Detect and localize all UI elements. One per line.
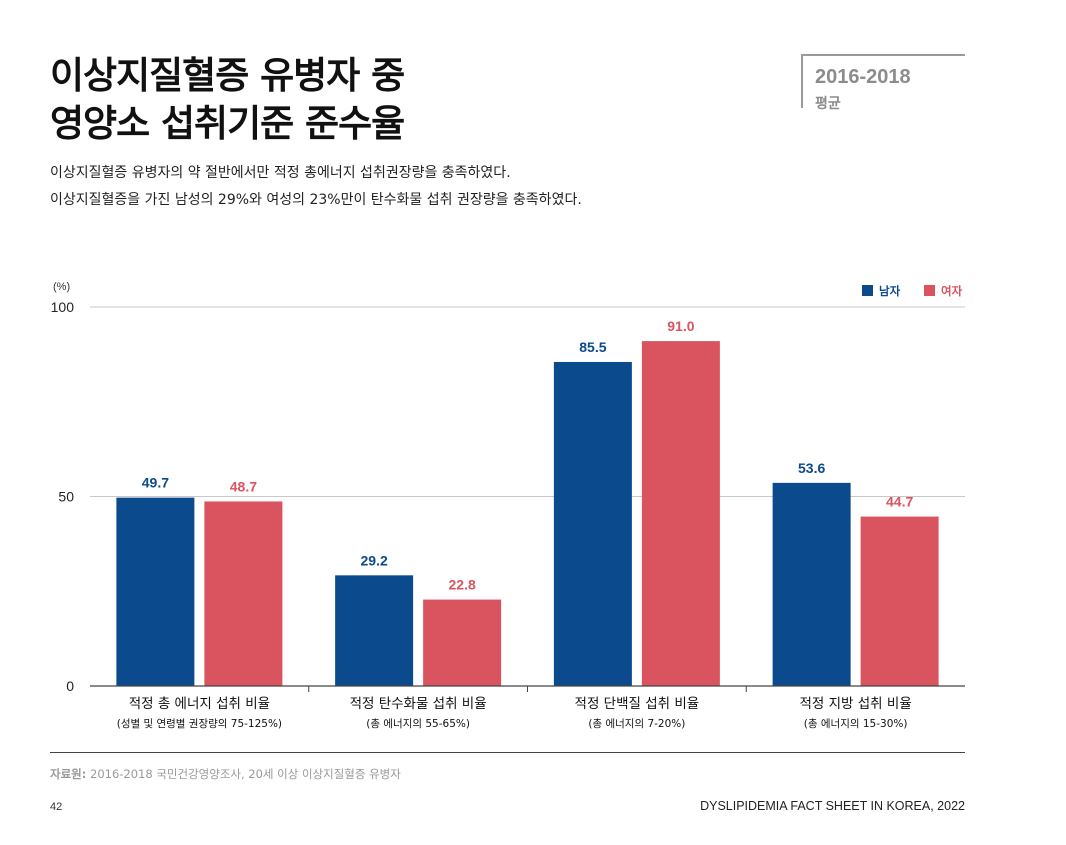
bar-male-2 — [335, 575, 414, 686]
value-label-female-2: 22.8 — [449, 577, 476, 593]
category-label-2: 적정 탄수화물 섭취 비율 — [350, 696, 487, 712]
value-label-male-3: 85.5 — [579, 339, 606, 355]
footer-title: DYSLIPIDEMIA FACT SHEET IN KOREA, 2022 — [700, 799, 965, 813]
period-years: 2016-2018 — [815, 66, 911, 88]
category-note-3: (총 에너지의 7-20%) — [588, 718, 685, 730]
value-label-female-3: 91.0 — [667, 318, 694, 334]
value-label-female-4: 44.7 — [886, 494, 913, 510]
bar-chart: 49.7 48.7 29.2 22.8 85.5 91.0 53.6 44.7 0 50 100 (… — [51, 281, 965, 730]
category-note-4: (총 에너지의 15-30%) — [804, 718, 908, 730]
bar-male-1 — [116, 497, 195, 686]
legend: 남자 여자 — [862, 284, 963, 298]
y-tick-label-100: 100 — [51, 299, 75, 315]
category-label-4: 적정 지방 섭취 비율 — [800, 696, 912, 712]
value-label-male-2: 29.2 — [361, 552, 388, 568]
period-label: 평균 — [815, 96, 841, 112]
bar-male-4 — [772, 482, 851, 686]
legend-swatch-female — [924, 285, 935, 296]
page-title-line-2: 영양소 섭취기준 준수율 — [50, 102, 405, 145]
bars — [116, 341, 939, 686]
footer-rule — [50, 752, 965, 753]
source-text: 2016-2018 국민건강영양조사, 20세 이상 이상지질혈증 유병자 — [86, 767, 401, 781]
legend-swatch-male — [862, 285, 873, 296]
axes: 0 50 100 (%) 적정 총 에너지 섭취 비율 (성별 및 연령별 권장량의 75… — [51, 281, 965, 730]
value-label-male-4: 53.6 — [798, 460, 825, 476]
y-axis-unit: (%) — [53, 281, 70, 293]
bar-female-1 — [204, 501, 283, 686]
value-label-female-1: 48.7 — [230, 478, 257, 494]
category-note-2: (총 에너지의 55-65%) — [366, 718, 470, 730]
data-labels: 49.7 48.7 29.2 22.8 85.5 91.0 53.6 44.7 — [142, 318, 914, 592]
period-box: 2016-2018 평균 — [801, 54, 965, 112]
y-tick-label-50: 50 — [58, 489, 74, 505]
value-label-male-1: 49.7 — [142, 475, 169, 491]
bar-male-3 — [553, 361, 632, 686]
page-number: 42 — [50, 801, 63, 813]
subtitle-line-2: 이상지질혈증을 가진 남성의 29%와 여성의 23%만이 탄수화물 섭취 권장… — [50, 192, 582, 208]
page-title-line-1: 이상지질혈증 유병자 중 — [50, 54, 405, 97]
source-label: 자료원: — [50, 767, 87, 781]
y-tick-label-0: 0 — [66, 678, 74, 694]
bar-female-3 — [641, 341, 720, 686]
subtitle-line-1: 이상지질혈증 유병자의 약 절반에서만 적정 총에너지 섭취권장량을 충족하였다… — [50, 165, 511, 181]
category-label-1: 적정 총 에너지 섭취 비율 — [129, 696, 270, 712]
category-note-1: (성별 및 연령별 권장량의 75-125%) — [117, 718, 282, 730]
grid-lines — [90, 306, 965, 497]
source-note: 자료원: 2016-2018 국민건강영양조사, 20세 이상 이상지질혈증 유… — [50, 766, 401, 782]
category-label-3: 적정 단백질 섭취 비율 — [575, 696, 700, 712]
page-title: 이상지질혈증 유병자 중 영양소 섭취기준 준수율 — [50, 52, 405, 148]
subtitle: 이상지질혈증 유병자의 약 절반에서만 적정 총에너지 섭취권장량을 충족하였다… — [50, 160, 582, 214]
bar-female-2 — [423, 599, 502, 686]
bar-female-4 — [860, 516, 939, 686]
legend-label-male: 남자 — [879, 284, 901, 298]
legend-label-female: 여자 — [941, 284, 963, 298]
